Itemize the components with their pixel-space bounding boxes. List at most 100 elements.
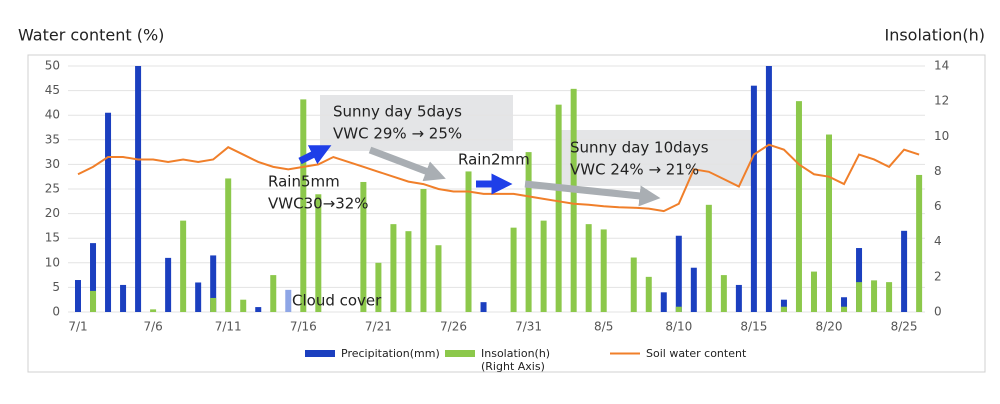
y-tick-label: 50 [45, 59, 60, 73]
bar [826, 134, 832, 312]
bar [90, 243, 97, 312]
x-tick-label: 7/11 [215, 320, 242, 334]
y-tick-label: 15 [45, 231, 60, 245]
annotation: VWC 24% → 21% [570, 161, 699, 179]
bar [510, 227, 517, 312]
legend-swatch [445, 350, 475, 357]
bar [315, 194, 322, 312]
bar [780, 306, 787, 312]
x-tick-label: 7/6 [143, 320, 162, 334]
y2-tick-label: 4 [934, 234, 942, 248]
x-tick-label: 8/20 [816, 320, 843, 334]
bar [901, 230, 908, 312]
bar [210, 255, 217, 312]
bar [570, 88, 577, 312]
bar [360, 181, 367, 312]
y2-tick-label: 12 [934, 94, 949, 108]
annotation: Rain5mm [268, 173, 340, 191]
bar [375, 262, 382, 312]
bar [90, 290, 97, 312]
bar [120, 284, 127, 312]
x-tick-label: 8/5 [594, 320, 613, 334]
bar [720, 275, 727, 312]
bar [841, 297, 848, 312]
y-tick-label: 5 [52, 280, 60, 294]
bar [600, 229, 607, 312]
bar [135, 66, 142, 312]
bar [916, 174, 923, 312]
bar [705, 204, 712, 312]
bar [841, 306, 848, 312]
annotation: Rain2mm [458, 151, 530, 169]
bar [750, 85, 757, 313]
bar [765, 66, 772, 312]
x-tick-label: 7/1 [68, 320, 87, 334]
bar [180, 220, 187, 312]
annotation: Cloud cover [292, 292, 382, 310]
bar [525, 152, 532, 312]
y-tick-label: 25 [45, 182, 60, 196]
bar [465, 171, 472, 312]
bar [856, 248, 863, 312]
x-tick-label: 8/15 [740, 320, 767, 334]
bar [270, 275, 277, 312]
x-tick-label: 8/25 [891, 320, 918, 334]
annotation: VWC 29% → 25% [333, 125, 462, 143]
x-tick-label: 7/26 [440, 320, 467, 334]
bar [240, 299, 247, 312]
bar [871, 280, 878, 312]
bar [810, 271, 817, 312]
x-tick-label: 7/21 [365, 320, 392, 334]
y-tick-label: 45 [45, 83, 60, 97]
chart-frame [27, 54, 986, 373]
bar [420, 189, 427, 312]
y2-tick-label: 14 [934, 59, 949, 73]
y-tick-label: 20 [45, 206, 60, 220]
annotation-box [320, 95, 513, 151]
bar [675, 235, 682, 312]
legend-label: Insolation(h) [481, 347, 550, 360]
y2-tick-label: 2 [934, 269, 942, 283]
x-tick-label: 7/31 [515, 320, 542, 334]
bar [675, 306, 682, 312]
annotation: Sunny day 10days [570, 139, 709, 157]
bar [660, 292, 667, 312]
bar [540, 220, 547, 312]
y2-tick-label: 6 [934, 199, 942, 213]
bar [405, 231, 412, 312]
bar [735, 284, 742, 312]
bar [480, 302, 487, 312]
bar [75, 280, 81, 312]
bar [630, 257, 637, 312]
bar [435, 245, 442, 312]
bar [255, 307, 262, 312]
legend-label: Soil water content [646, 347, 747, 360]
x-tick-label: 8/10 [665, 320, 692, 334]
y-tick-label: 30 [45, 157, 60, 171]
legend-swatch [305, 350, 335, 357]
annotation: VWC30→32% [268, 195, 369, 213]
bar [210, 297, 217, 312]
arrow [368, 146, 446, 182]
bar [886, 282, 893, 312]
y-tick-label: 40 [45, 108, 60, 122]
y-tick-label: 10 [45, 255, 60, 269]
y-tick-label: 0 [52, 305, 60, 319]
legend-label: Precipitation(mm) [341, 347, 440, 360]
bar [165, 257, 172, 312]
y-tick-label: 35 [45, 132, 60, 146]
y-axis-label: Water content (%) [18, 26, 164, 45]
y2-axis-label: Insolation(h) [884, 26, 985, 45]
bar [555, 104, 562, 313]
bar [780, 299, 787, 312]
bar [195, 282, 202, 312]
bar [645, 276, 652, 312]
bar [585, 224, 592, 312]
bar [690, 267, 697, 312]
arrow [524, 180, 661, 207]
y2-tick-label: 0 [934, 305, 942, 319]
bar [300, 99, 307, 312]
bar [795, 101, 802, 313]
bar [390, 224, 397, 312]
